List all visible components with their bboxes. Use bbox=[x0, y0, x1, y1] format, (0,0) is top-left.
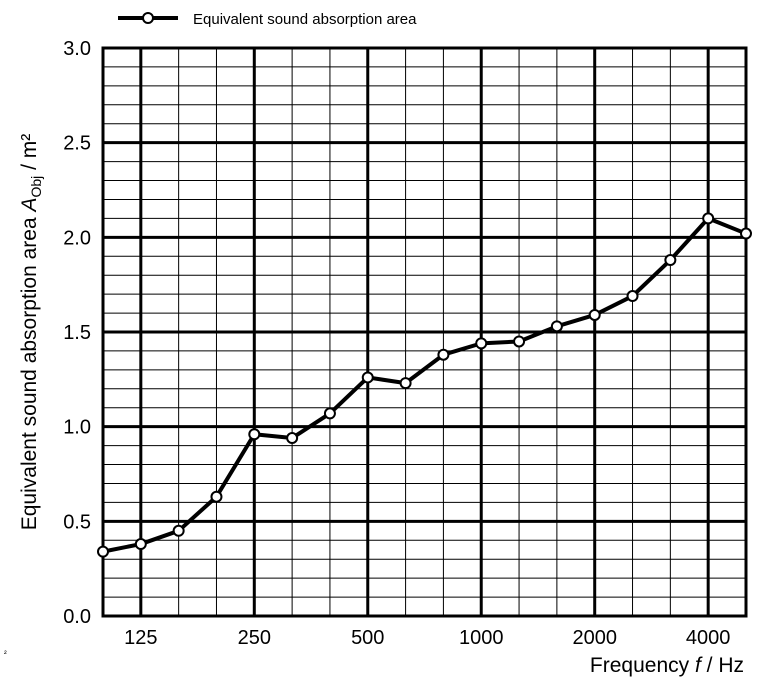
x-tick-label: 500 bbox=[351, 627, 384, 649]
plot-frame bbox=[101, 46, 748, 618]
y-axis-label: Equivalent sound absorption area AObj / … bbox=[18, 134, 44, 531]
data-point bbox=[361, 371, 374, 384]
data-point bbox=[210, 490, 223, 503]
y-tick-label: 2.5 bbox=[63, 133, 91, 155]
x-axis-label: Frequency f / Hz bbox=[590, 654, 744, 677]
x-tick-label: 1000 bbox=[459, 627, 504, 649]
x-axis-label-prefix: Frequency bbox=[590, 654, 695, 677]
data-point bbox=[172, 524, 185, 537]
y-tick-label: 0.0 bbox=[63, 606, 91, 628]
data-point bbox=[97, 545, 109, 558]
tick-labels: 0.0 0.5 1.0 1.5 2.0 2.5 3.0 125 250 500 1000 2000 40… bbox=[63, 38, 730, 649]
series-layer bbox=[97, 212, 752, 558]
y-axis-label-var: A bbox=[18, 198, 41, 214]
data-point bbox=[626, 290, 639, 303]
y-tick-label: 1.5 bbox=[63, 322, 91, 344]
legend: Equivalent sound absorption area bbox=[118, 11, 417, 28]
y-tick-label: 3.0 bbox=[63, 38, 91, 60]
data-point bbox=[513, 335, 526, 348]
data-point bbox=[550, 320, 563, 333]
data-point bbox=[588, 308, 601, 321]
legend-label: Equivalent sound absorption area bbox=[193, 11, 417, 28]
series-line bbox=[102, 216, 747, 554]
grid bbox=[101, 46, 748, 618]
x-tick-label: 250 bbox=[238, 627, 271, 649]
y-tick-label: 2.0 bbox=[63, 227, 91, 249]
data-point bbox=[323, 407, 336, 420]
y-axis-label-sub: Obj bbox=[28, 176, 44, 198]
y-axis-label-prefix: Equivalent sound absorption area bbox=[18, 212, 41, 531]
x-tick-label: 2000 bbox=[572, 627, 617, 649]
data-point bbox=[664, 254, 677, 267]
data-point bbox=[740, 227, 752, 240]
x-axis-label-suffix: / Hz bbox=[701, 654, 744, 677]
data-point bbox=[475, 337, 488, 350]
x-tick-label: 4000 bbox=[686, 627, 731, 649]
y-axis-label-suffix: / m² bbox=[18, 134, 41, 176]
stray-superscript: ² bbox=[4, 649, 7, 658]
data-point bbox=[399, 377, 412, 390]
data-point bbox=[286, 432, 299, 445]
data-point bbox=[134, 538, 147, 551]
data-point bbox=[702, 212, 715, 225]
y-tick-label: 0.5 bbox=[63, 511, 91, 533]
data-point bbox=[437, 348, 450, 361]
legend-marker-swatch bbox=[142, 12, 154, 24]
y-tick-label: 1.0 bbox=[63, 417, 91, 439]
x-axis-label-var: f bbox=[695, 654, 703, 677]
x-tick-label: 125 bbox=[124, 627, 157, 649]
data-point bbox=[248, 428, 261, 441]
